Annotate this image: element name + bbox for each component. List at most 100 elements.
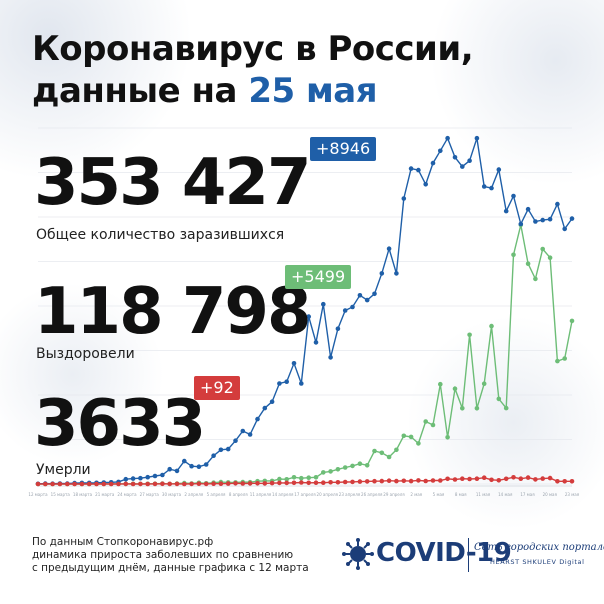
source-note: По данным Стопкоронавирус.рф динамика пр…: [32, 536, 332, 575]
data-point-new_cases: [189, 463, 194, 469]
data-point-new_deaths: [101, 481, 107, 487]
data-point-new_deaths: [196, 481, 202, 487]
title-line-2: данные на 25 мая: [32, 70, 592, 112]
data-point-new_cases: [145, 474, 150, 480]
data-point-new_cases: [138, 475, 143, 481]
data-point-new_cases: [196, 464, 202, 470]
x-tick-label: 8 мая: [455, 492, 467, 497]
data-point-new_deaths: [335, 480, 341, 485]
data-point-new_deaths: [57, 481, 63, 487]
data-point-new_cases: [160, 472, 165, 478]
data-point-new_recovered: [533, 276, 538, 282]
data-point-new_recovered: [335, 467, 341, 472]
data-point-new_cases: [489, 185, 494, 191]
data-point-new_cases: [277, 381, 282, 386]
data-point-new_cases: [540, 217, 545, 223]
data-point-new_recovered: [357, 461, 363, 467]
data-point-new_cases: [335, 326, 341, 332]
data-point-new_cases: [255, 416, 260, 422]
data-point-new_deaths: [306, 480, 312, 486]
virus-icon: [342, 538, 374, 570]
data-point-new_cases: [262, 405, 268, 411]
data-point-new_recovered: [555, 358, 560, 364]
x-tick-label: 27 марта: [140, 492, 160, 497]
portals-text: Сеть городских порталов: [474, 542, 604, 553]
title-date: 25 мая: [248, 71, 378, 111]
data-point-new_recovered: [481, 381, 487, 387]
data-point-new_deaths: [43, 481, 48, 487]
data-point-new_deaths: [313, 480, 319, 486]
data-point-new_deaths: [555, 479, 560, 484]
data-point-new_cases: [174, 468, 180, 474]
data-point-new_recovered: [401, 433, 407, 439]
data-point-new_cases: [423, 182, 429, 187]
data-point-new_deaths: [94, 481, 99, 487]
data-point-new_cases: [438, 148, 443, 154]
data-point-new_deaths: [364, 479, 370, 484]
data-point-new_deaths: [182, 481, 187, 487]
data-point-new_deaths: [445, 476, 450, 482]
data-point-new_deaths: [379, 478, 385, 484]
data-point-new_recovered: [342, 465, 348, 470]
x-tick-label: 18 марта: [73, 492, 93, 497]
data-point-new_recovered: [423, 419, 429, 424]
recovered-value: 118 798: [34, 275, 311, 349]
data-point-new_cases: [511, 193, 516, 199]
data-point-new_cases: [460, 164, 465, 169]
x-tick-label: 17 апреля: [294, 492, 316, 497]
data-point-new_recovered: [467, 332, 472, 338]
chart-series: [35, 135, 575, 487]
x-tick-label: 21 марта: [95, 492, 115, 497]
data-point-new_cases: [401, 196, 407, 201]
x-tick-label: 23 апреля: [339, 492, 361, 497]
data-point-new_deaths: [86, 481, 92, 487]
data-point-new_deaths: [35, 481, 41, 487]
data-point-new_deaths: [284, 480, 290, 486]
chart-grid: [38, 127, 572, 487]
data-point-new_recovered: [452, 386, 458, 392]
data-point-new_deaths: [50, 481, 55, 487]
data-point-new_recovered: [277, 476, 282, 482]
data-point-new_cases: [372, 291, 377, 297]
data-point-new_deaths: [394, 478, 399, 484]
data-point-new_cases: [533, 219, 538, 224]
x-tick-label: 15 марта: [51, 492, 71, 497]
logo-divider: [468, 538, 469, 572]
data-point-new_cases: [350, 304, 355, 310]
total-cases-label: Общее количество заразившихся: [36, 227, 285, 243]
data-point-new_cases: [452, 155, 458, 160]
x-tick-label: 26 апреля: [361, 492, 383, 497]
data-point-new_deaths: [408, 478, 414, 484]
x-tick-label: 5 апреля: [207, 492, 226, 497]
data-point-new_recovered: [489, 323, 494, 329]
data-point-new_cases: [496, 167, 502, 172]
data-point-new_recovered: [364, 463, 370, 468]
data-point-new_deaths: [116, 481, 121, 487]
data-point-new_recovered: [328, 469, 333, 474]
data-point-new_cases: [357, 293, 363, 298]
data-point-new_deaths: [452, 477, 458, 482]
data-point-new_cases: [291, 361, 297, 366]
source-line-1: По данным Стопкоронавирус.рф: [32, 536, 214, 548]
data-point-new_cases: [211, 453, 216, 459]
data-point-new_recovered: [503, 405, 509, 411]
data-point-new_cases: [284, 379, 290, 385]
data-point-new_deaths: [203, 481, 209, 487]
data-point-new_cases: [152, 473, 158, 479]
data-point-new_recovered: [299, 475, 304, 481]
data-point-new_cases: [474, 135, 480, 141]
data-point-new_cases: [306, 314, 312, 319]
x-tick-label: 24 марта: [117, 492, 137, 497]
data-point-new_deaths: [569, 479, 575, 484]
data-point-new_cases: [525, 206, 531, 212]
data-point-new_cases: [379, 271, 385, 276]
data-point-new_deaths: [386, 478, 392, 484]
data-point-new_recovered: [547, 255, 553, 260]
data-point-new_cases: [233, 438, 238, 444]
data-point-new_recovered: [562, 356, 567, 361]
data-point-new_cases: [518, 221, 524, 227]
x-tick-label: 14 апреля: [272, 492, 294, 497]
total-cases-delta-badge: +8946: [310, 137, 377, 161]
data-point-new_deaths: [372, 478, 377, 484]
